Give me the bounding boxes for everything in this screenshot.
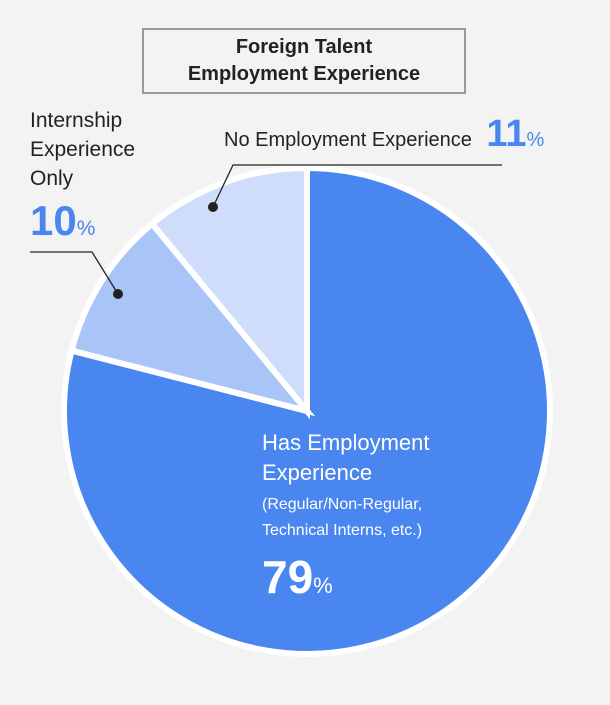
label-no-employment-value: 11 <box>486 113 527 155</box>
label-internship-value: 10 <box>30 197 77 244</box>
leader-lines <box>30 164 502 299</box>
label-has-employment-sub-1: (Regular/Non-Regular, <box>262 496 423 513</box>
label-no-employment-unit: % <box>526 129 545 151</box>
label-has-employment-unit: % <box>313 573 333 598</box>
label-no-employment-name: No Employment Experience <box>224 129 472 151</box>
chart-title-line-2: Employment Experience <box>187 63 421 85</box>
chart-title: Foreign Talent Employment Experience <box>142 28 466 94</box>
label-has-employment-line-1: Has Employment <box>262 430 430 455</box>
leader-line-no-employment <box>212 164 502 208</box>
label-internship: Internship Experience Only 10% <box>30 106 135 245</box>
label-has-employment-value: 79 <box>262 551 314 603</box>
label-has-employment: Has Employment Experience (Regular/Non-R… <box>262 428 430 604</box>
label-no-employment: No Employment Experience 11% <box>224 113 544 156</box>
leader-dot-no-employment <box>208 202 218 212</box>
pie-slices <box>61 164 553 657</box>
label-internship-line-2: Experience <box>30 138 136 161</box>
leader-dot-internship <box>113 289 123 299</box>
label-has-employment-line-2: Experience <box>262 460 373 485</box>
chart-title-line-1: Foreign Talent <box>235 36 373 58</box>
label-internship-line-1: Internship <box>30 109 123 132</box>
label-internship-line-3: Only <box>30 167 74 190</box>
label-internship-unit: % <box>76 217 96 240</box>
leader-line-internship <box>30 251 119 295</box>
label-has-employment-sub-2: Technical Interns, etc.) <box>262 522 423 539</box>
slice-internship <box>67 219 316 417</box>
